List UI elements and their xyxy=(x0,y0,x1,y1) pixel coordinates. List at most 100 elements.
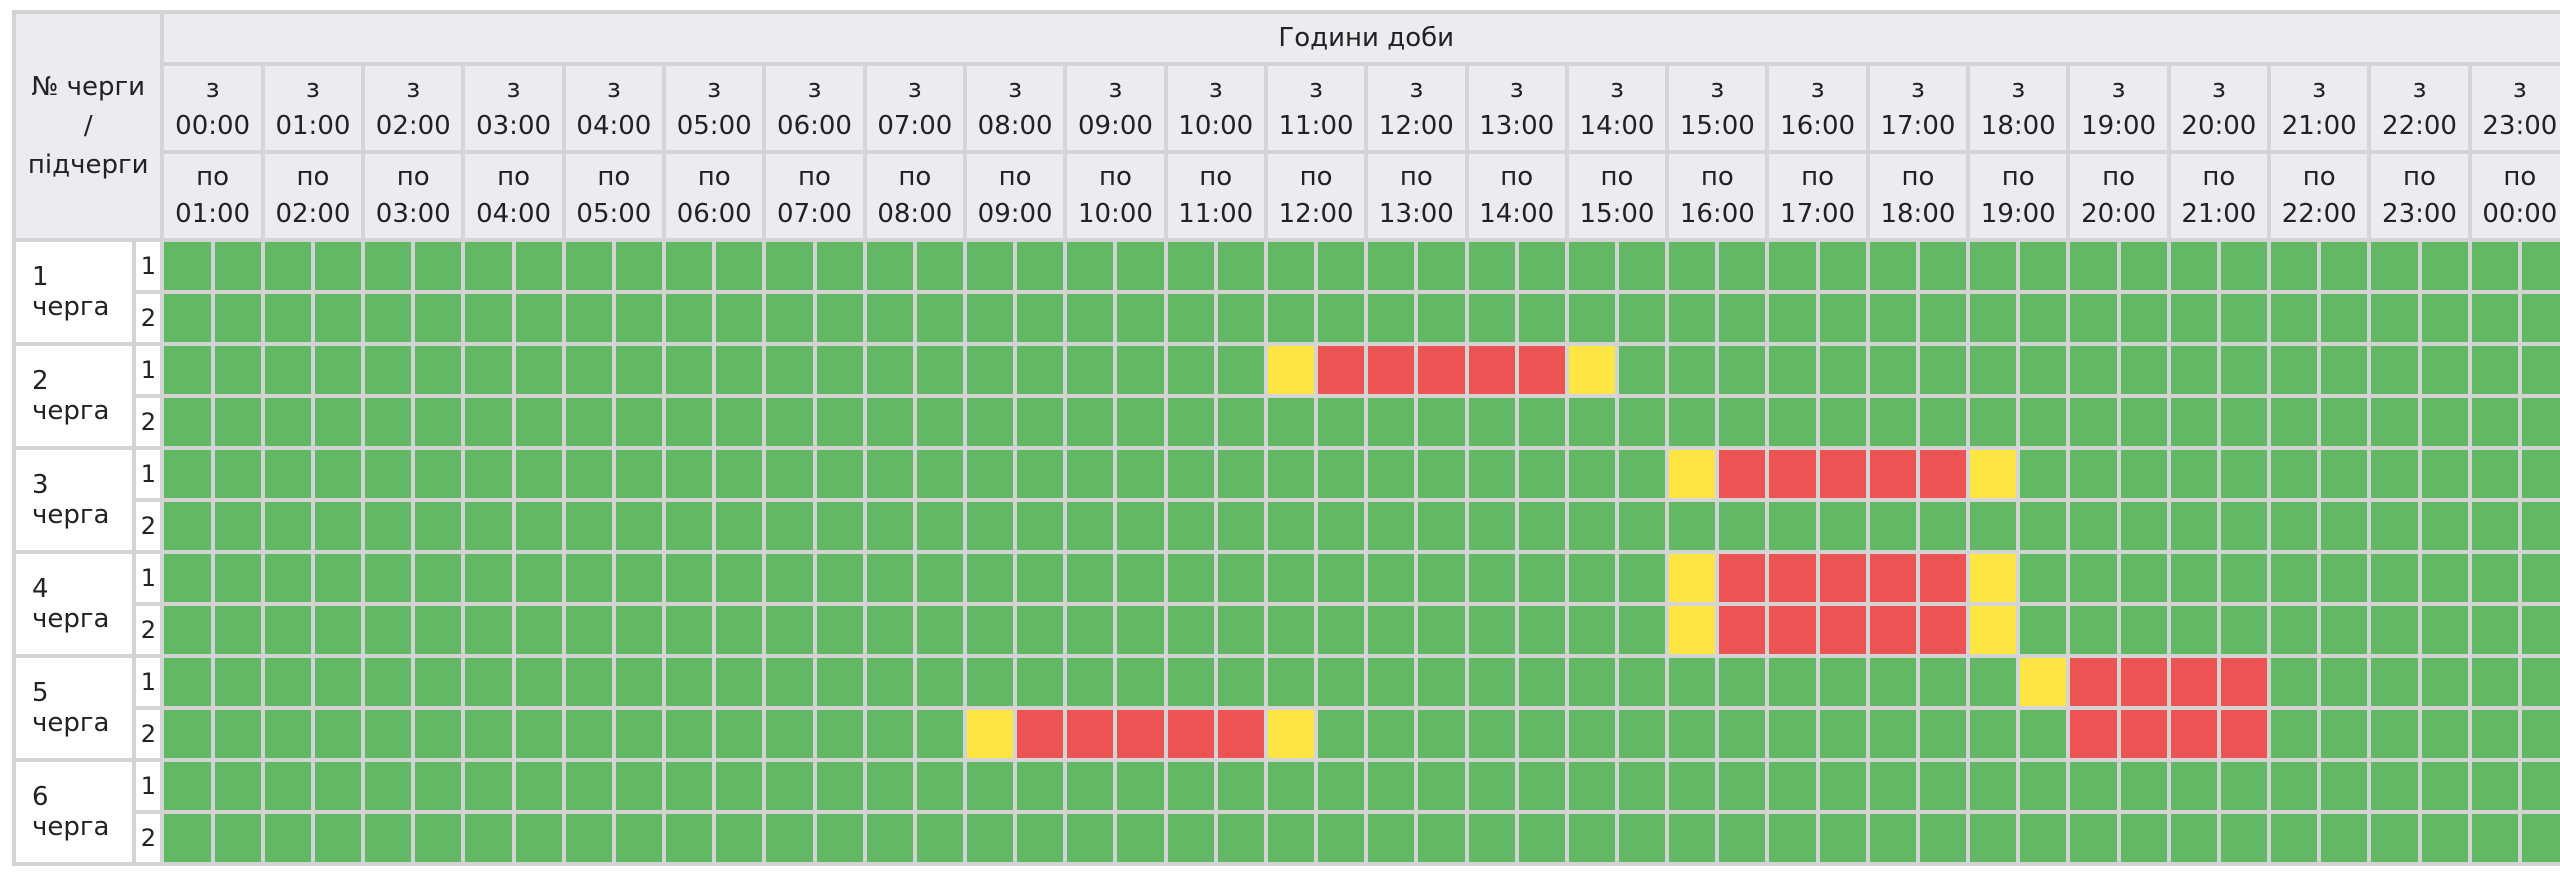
hour-start-header: з 15:00 xyxy=(1669,66,1766,150)
power-on-slot xyxy=(1318,398,1365,446)
power-on-slot xyxy=(1217,294,1264,342)
power-on-slot xyxy=(1318,554,1365,602)
power-on-slot xyxy=(1619,398,1666,446)
power-on-slot xyxy=(1318,606,1365,654)
subqueue-label: 1 xyxy=(136,658,161,706)
power-on-slot xyxy=(716,398,763,446)
to-prefix: по xyxy=(2503,162,2537,192)
power-on-slot xyxy=(1117,502,1164,550)
power-on-slot xyxy=(1267,762,1315,810)
power-on-slot xyxy=(1117,658,1164,706)
power-on-slot xyxy=(1719,242,1766,290)
power-on-slot xyxy=(1919,658,1967,706)
queue-column-header: № черги / підчерги xyxy=(16,14,161,238)
power-on-slot xyxy=(666,606,713,654)
power-on-slot xyxy=(2421,554,2468,602)
to-time: 10:00 xyxy=(1077,199,1153,229)
from-prefix: з xyxy=(1208,74,1223,104)
from-time: 10:00 xyxy=(1178,111,1254,141)
power-on-slot xyxy=(1368,242,1415,290)
power-on-slot xyxy=(2421,242,2468,290)
power-on-slot xyxy=(465,606,512,654)
power-on-slot xyxy=(1167,398,1214,446)
power-on-slot xyxy=(1468,294,1515,342)
power-on-slot xyxy=(2471,450,2518,498)
from-time: 19:00 xyxy=(2081,111,2157,141)
from-prefix: з xyxy=(1309,74,1323,104)
power-on-slot xyxy=(214,294,261,342)
power-on-slot xyxy=(2120,762,2167,810)
power-on-slot xyxy=(2271,450,2318,498)
power-on-slot xyxy=(966,762,1014,810)
power-on-slot xyxy=(666,658,713,706)
power-on-slot xyxy=(2321,814,2368,862)
power-on-slot xyxy=(816,554,863,602)
power-on-slot xyxy=(1518,502,1565,550)
to-prefix: по xyxy=(597,162,631,192)
power-on-slot xyxy=(1468,450,1515,498)
power-on-slot xyxy=(916,658,963,706)
queue-label: 2 черга xyxy=(16,346,133,446)
power-on-slot xyxy=(2271,346,2318,394)
from-time: 09:00 xyxy=(1077,111,1153,141)
power-on-slot xyxy=(1669,398,1716,446)
queue-label: 1 черга xyxy=(16,242,133,342)
power-on-slot xyxy=(2020,398,2067,446)
power-on-slot xyxy=(615,606,663,654)
power-on-slot xyxy=(966,554,1014,602)
power-on-slot xyxy=(1368,814,1415,862)
to-time: 09:00 xyxy=(977,199,1053,229)
to-prefix: по xyxy=(898,162,932,192)
power-on-slot xyxy=(1217,398,1264,446)
power-on-slot xyxy=(1518,554,1565,602)
hour-end-header: по 09:00 xyxy=(966,154,1064,238)
power-on-slot xyxy=(1217,814,1264,862)
power-on-slot xyxy=(164,710,211,758)
power-on-slot xyxy=(2020,554,2067,602)
power-on-slot xyxy=(515,606,562,654)
power-on-slot xyxy=(314,242,362,290)
power-on-slot xyxy=(2271,502,2318,550)
power-on-slot xyxy=(1067,294,1114,342)
power-on-slot xyxy=(2471,658,2518,706)
power-on-slot xyxy=(916,346,963,394)
power-on-slot xyxy=(1568,710,1615,758)
power-on-slot xyxy=(365,398,412,446)
power-on-slot xyxy=(264,242,311,290)
power-on-slot xyxy=(1318,658,1365,706)
power-on-slot xyxy=(1619,606,1666,654)
power-on-slot xyxy=(2271,242,2318,290)
possible-outage-slot xyxy=(1970,450,2017,498)
power-on-slot xyxy=(1619,450,1666,498)
power-on-slot xyxy=(866,398,913,446)
power-on-slot xyxy=(666,450,713,498)
power-on-slot xyxy=(264,554,311,602)
power-on-slot xyxy=(515,450,562,498)
power-on-slot xyxy=(2321,450,2368,498)
outage-slot xyxy=(1769,450,1816,498)
possible-outage-slot xyxy=(1669,554,1716,602)
power-on-slot xyxy=(866,710,913,758)
power-on-slot xyxy=(2471,398,2518,446)
power-on-slot xyxy=(2271,658,2318,706)
power-on-slot xyxy=(1167,346,1214,394)
power-on-slot xyxy=(164,606,211,654)
power-on-slot xyxy=(666,710,713,758)
power-on-slot xyxy=(465,450,512,498)
hour-start-header: з 10:00 xyxy=(1167,66,1264,150)
power-on-slot xyxy=(2271,814,2318,862)
power-on-slot xyxy=(264,658,311,706)
power-on-slot xyxy=(214,658,261,706)
from-time: 04:00 xyxy=(576,111,652,141)
power-on-slot xyxy=(666,554,713,602)
power-on-slot xyxy=(2170,502,2217,550)
hour-start-header: з 00:00 xyxy=(164,66,261,150)
power-on-slot xyxy=(1568,814,1615,862)
power-on-slot xyxy=(465,242,512,290)
power-on-slot xyxy=(214,450,261,498)
hour-start-header: з 13:00 xyxy=(1468,66,1565,150)
outage-slot xyxy=(1117,710,1164,758)
power-on-slot xyxy=(1067,502,1114,550)
power-on-slot xyxy=(2471,242,2518,290)
power-on-slot xyxy=(716,814,763,862)
